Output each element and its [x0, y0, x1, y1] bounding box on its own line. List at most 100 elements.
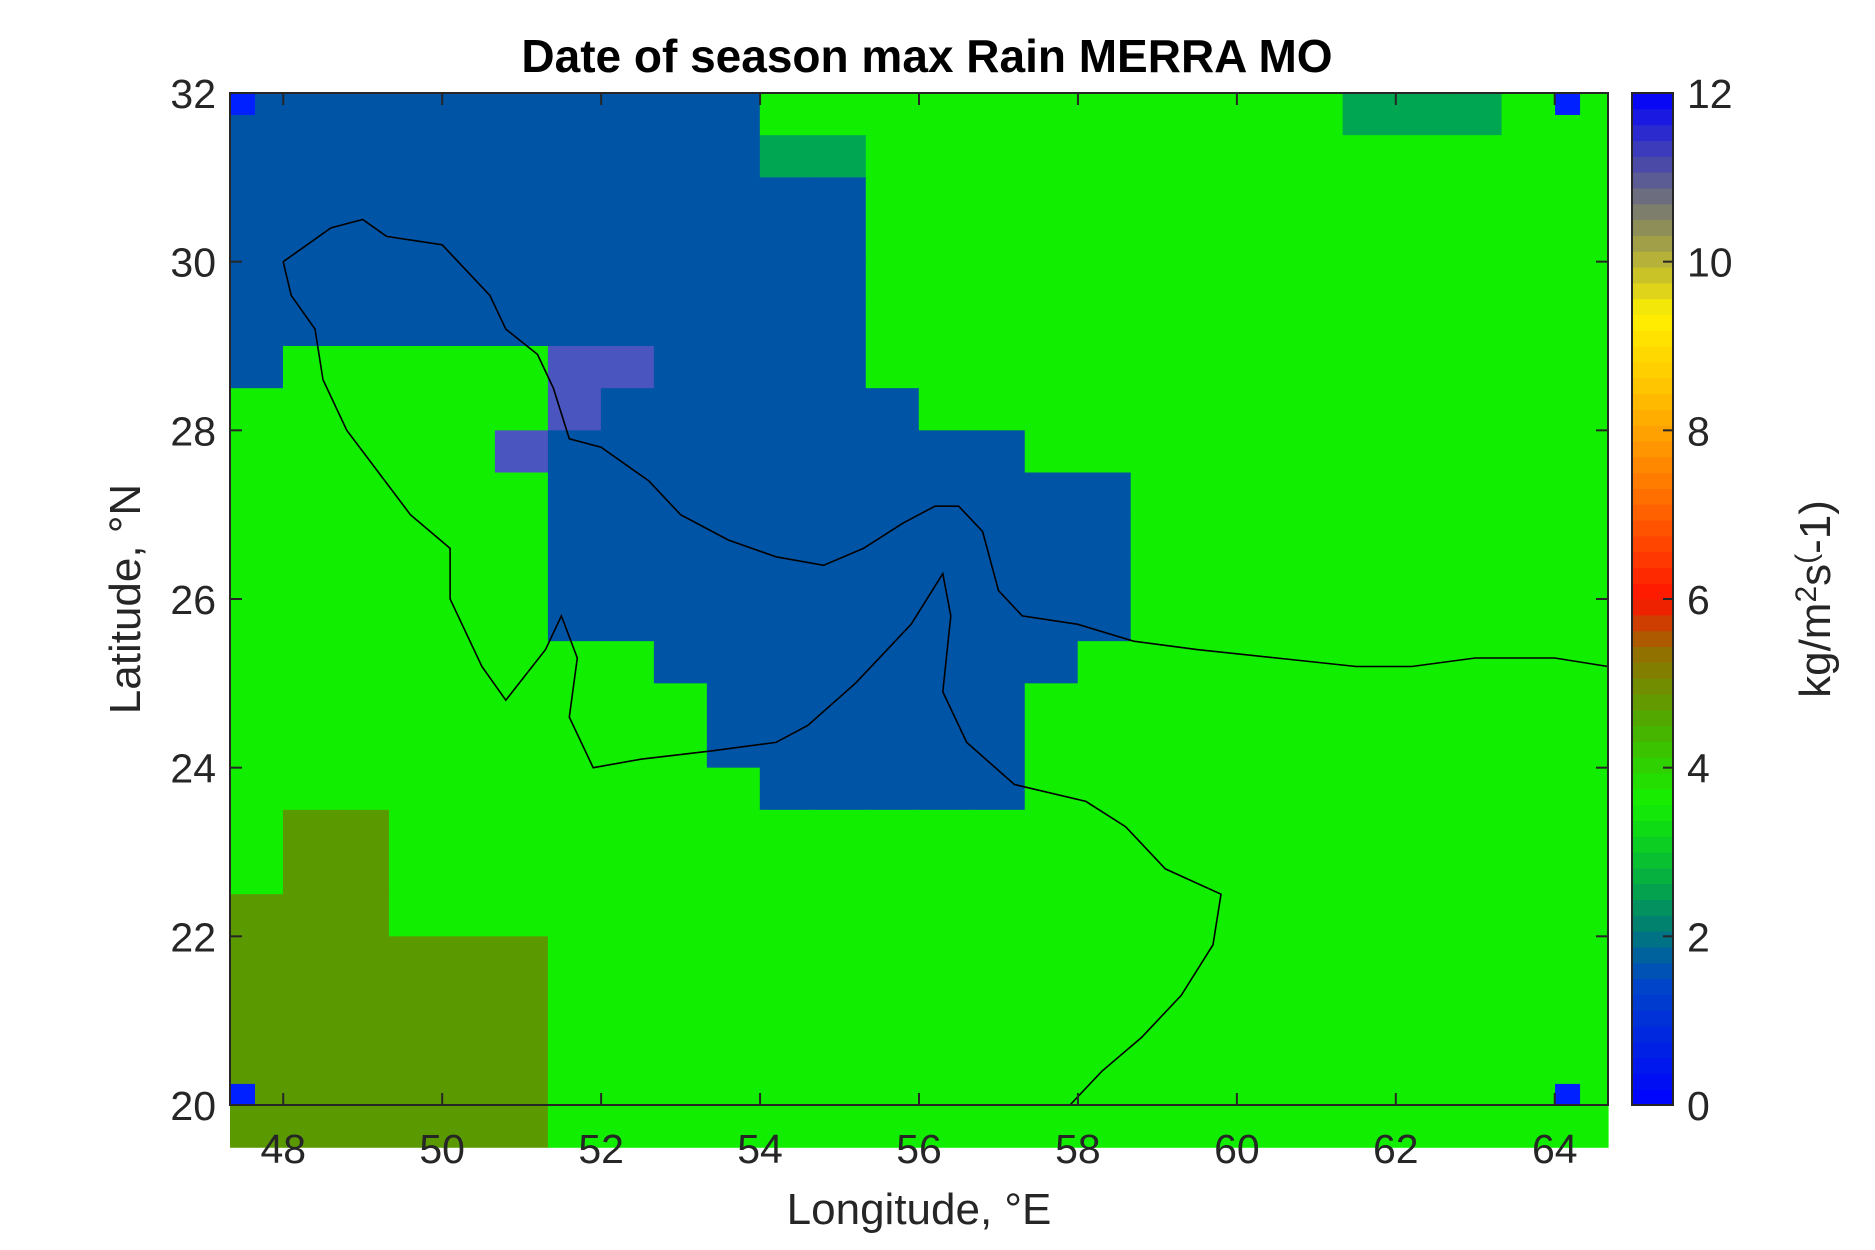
heatmap-cell: [494, 641, 549, 684]
heatmap-cell: [1501, 514, 1556, 558]
heatmap-cell: [1555, 93, 1581, 115]
heatmap-cell: [230, 978, 284, 1022]
heatmap-cell: [1448, 346, 1503, 389]
heatmap-cell: [1130, 767, 1185, 811]
heatmap-cell: [1130, 809, 1185, 853]
heatmap-cell: [1130, 894, 1185, 937]
heatmap-cell: [759, 894, 814, 937]
heatmap-cell: [494, 1062, 549, 1106]
heatmap-cell: [1024, 430, 1079, 474]
heatmap-cell: [547, 1062, 602, 1106]
colorbar-segment: [1632, 709, 1673, 727]
heatmap-cell: [547, 219, 602, 263]
heatmap-cell: [653, 514, 708, 558]
heatmap-cell: [918, 556, 973, 600]
heatmap-cell: [494, 1020, 549, 1064]
heatmap-cell: [653, 93, 708, 136]
heatmap-cell: [494, 514, 549, 558]
heatmap-cell: [388, 1062, 443, 1106]
heatmap-cell: [812, 388, 867, 431]
heatmap-cell: [1130, 303, 1185, 347]
colorbar-segment: [1632, 1041, 1673, 1059]
heatmap-cell: [1501, 177, 1556, 221]
heatmap-cell: [1236, 852, 1291, 895]
colorbar-segment: [1632, 219, 1673, 236]
heatmap-cell: [971, 261, 1026, 305]
heatmap-cell: [1183, 1105, 1238, 1148]
heatmap-cell: [1024, 514, 1079, 558]
heatmap-cell: [494, 430, 549, 474]
heatmap-cell: [812, 809, 867, 853]
y-tick-label: 26: [170, 577, 216, 623]
heatmap-cell: [335, 472, 390, 516]
heatmap-cell: [282, 177, 337, 221]
heatmap-cell: [388, 809, 443, 853]
heatmap-cell: [706, 936, 761, 980]
heatmap-cell: [759, 219, 814, 263]
heatmap-cell: [865, 219, 920, 263]
colorbar-segment: [1632, 235, 1673, 252]
heatmap-cell: [1183, 135, 1238, 178]
heatmap-cell: [388, 346, 443, 389]
heatmap-cell: [1342, 725, 1397, 769]
heatmap-cell: [282, 1062, 337, 1106]
heatmap-cell: [759, 93, 814, 136]
y-tick-label: 32: [170, 71, 216, 117]
heatmap-cell: [335, 556, 390, 600]
heatmap-cell: [388, 135, 443, 178]
heatmap-cell: [1448, 936, 1503, 980]
heatmap-cell: [865, 767, 920, 811]
heatmap-cell: [335, 1020, 390, 1064]
heatmap-cell: [1501, 219, 1556, 263]
heatmap-cell: [230, 219, 284, 263]
heatmap-cell: [1448, 1105, 1503, 1148]
heatmap-cell: [759, 809, 814, 853]
heatmap-cell: [706, 894, 761, 937]
heatmap-cell: [494, 1105, 549, 1148]
heatmap-cell: [865, 809, 920, 853]
heatmap-cell: [653, 683, 708, 727]
colorbar-segment: [1632, 1057, 1673, 1074]
heatmap-cell: [1236, 641, 1291, 684]
heatmap-cell: [1289, 261, 1344, 305]
x-axis-title: Longitude, °E: [787, 1185, 1052, 1234]
heatmap-cell: [1289, 894, 1344, 937]
colorbar-segment: [1632, 282, 1673, 300]
heatmap-cell: [653, 261, 708, 305]
heatmap-cell: [1236, 978, 1291, 1022]
heatmap-cell: [1395, 346, 1450, 389]
heatmap-cell: [441, 809, 496, 853]
heatmap-cell: [1554, 894, 1609, 937]
heatmap-cell: [335, 936, 390, 980]
heatmap-cell: [494, 978, 549, 1022]
x-tick-label: 52: [578, 1126, 624, 1172]
heatmap-cell: [600, 388, 655, 431]
heatmap-cell: [865, 261, 920, 305]
heatmap-cell: [1183, 599, 1238, 642]
heatmap-cell: [918, 852, 973, 895]
heatmap-cell: [706, 1105, 761, 1148]
heatmap-cell: [441, 683, 496, 727]
heatmap-cell: [494, 177, 549, 221]
heatmap-cell: [1130, 683, 1185, 727]
heatmap-cell: [1077, 261, 1132, 305]
heatmap-cell: [335, 725, 390, 769]
heatmap-cell: [706, 388, 761, 431]
heatmap-cell: [1342, 978, 1397, 1022]
heatmap-cell: [388, 641, 443, 684]
heatmap-cell: [547, 1020, 602, 1064]
heatmap-cell: [1395, 725, 1450, 769]
x-axis: 48 50 52 54 56 58 60 62 64: [260, 93, 1578, 1172]
heatmap-cell: [706, 683, 761, 727]
heatmap-cell: [441, 1105, 496, 1148]
heatmap-cell: [706, 93, 761, 136]
heatmap-cell: [706, 641, 761, 684]
heatmap-cell: [865, 683, 920, 727]
heatmap-cell: [494, 894, 549, 937]
colorbar-segment: [1632, 946, 1673, 964]
heatmap-cell: [494, 93, 549, 136]
heatmap-cell: [600, 852, 655, 895]
heatmap-cell: [1236, 683, 1291, 727]
heatmap-cell: [865, 177, 920, 221]
x-tick-label: 56: [896, 1126, 942, 1172]
